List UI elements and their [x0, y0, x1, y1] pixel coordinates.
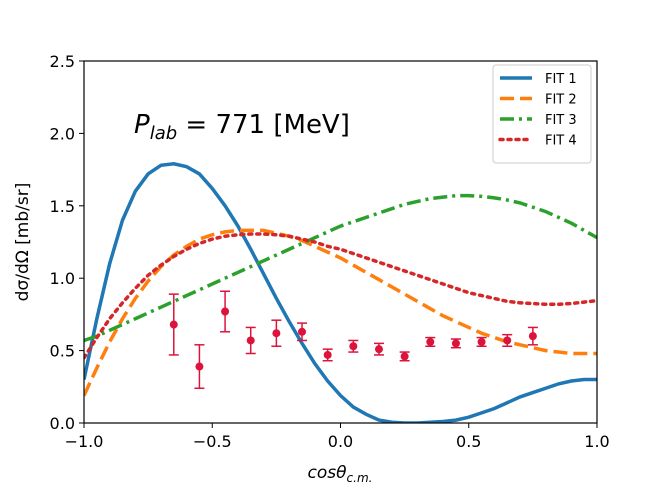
- data-point: [271, 319, 282, 348]
- y-tick-label: 1.0: [50, 269, 75, 288]
- data-point-marker: [221, 307, 230, 316]
- x-axis-label-sub: c.m.: [347, 471, 373, 485]
- annotation-subscript: lab: [150, 123, 177, 144]
- series-line-fit-4: [84, 232, 597, 360]
- x-tick-label: 0.0: [328, 432, 353, 451]
- data-point: [220, 290, 231, 333]
- legend-label-fit-3: FIT 3: [545, 113, 577, 128]
- data-point: [527, 326, 538, 346]
- data-point-marker: [374, 345, 383, 354]
- data-point-marker: [349, 342, 358, 351]
- data-point: [168, 293, 179, 356]
- x-tick-label: 0.5: [456, 432, 481, 451]
- data-point-marker: [477, 337, 486, 346]
- data-point-marker: [169, 320, 178, 329]
- data-point-marker: [528, 332, 537, 341]
- data-point: [476, 336, 487, 348]
- annotation-value: = 771 [MeV]: [177, 110, 350, 140]
- data-point-marker: [246, 336, 255, 345]
- series-line-fit-1: [84, 162, 597, 423]
- x-axis-label: cosθc.m.: [308, 463, 373, 485]
- legend-label-fit-4: FIT 4: [545, 134, 577, 149]
- y-tick-label: 0.5: [50, 342, 75, 361]
- data-point-marker: [298, 327, 307, 336]
- data-point-marker: [272, 329, 281, 338]
- x-tick-label: 1.0: [584, 432, 609, 451]
- data-point-marker: [323, 350, 332, 359]
- data-point-marker: [426, 337, 435, 346]
- x-axis-label-main: cosθ: [308, 463, 348, 483]
- y-axis-label: dσ/dΩ [mb/sr]: [13, 183, 33, 302]
- legend-label-fit-1: FIT 1: [545, 72, 577, 87]
- data-point-marker: [195, 362, 204, 371]
- data-point: [245, 326, 256, 355]
- x-tick-label: −0.5: [193, 432, 232, 451]
- y-tick-label: 2.5: [50, 52, 75, 71]
- data-point: [194, 344, 205, 389]
- data-point: [450, 338, 461, 349]
- data-point: [348, 339, 359, 353]
- legend: FIT 1 FIT 2 FIT 3 FIT 4: [492, 64, 592, 164]
- data-point: [502, 333, 513, 348]
- plot-frame: [83, 60, 598, 424]
- data-point: [425, 336, 436, 348]
- data-point: [399, 351, 410, 362]
- axis-ticks: −1.0 −0.5 0.0 0.5 1.0 0.0 0.5 1.0 1.5 2.0 2.5: [50, 52, 610, 451]
- data-point-marker: [451, 339, 460, 348]
- data-point: [297, 322, 308, 342]
- y-tick-label: 1.5: [50, 197, 75, 216]
- beam-momentum-annotation: Plab = 771 [MeV]: [134, 110, 350, 144]
- series-line-fit-3: [84, 193, 597, 343]
- data-point-marker: [400, 352, 409, 361]
- series-layer: [84, 162, 597, 423]
- annotation-symbol: P: [134, 110, 150, 140]
- data-point: [373, 342, 384, 356]
- data-points-layer: [168, 290, 538, 389]
- x-tick-label: −1.0: [65, 432, 104, 451]
- data-point: [322, 348, 333, 362]
- data-point-marker: [503, 336, 512, 345]
- y-tick-label: 0.0: [50, 414, 75, 433]
- y-tick-label: 2.0: [50, 124, 75, 143]
- legend-label-fit-2: FIT 2: [545, 93, 577, 108]
